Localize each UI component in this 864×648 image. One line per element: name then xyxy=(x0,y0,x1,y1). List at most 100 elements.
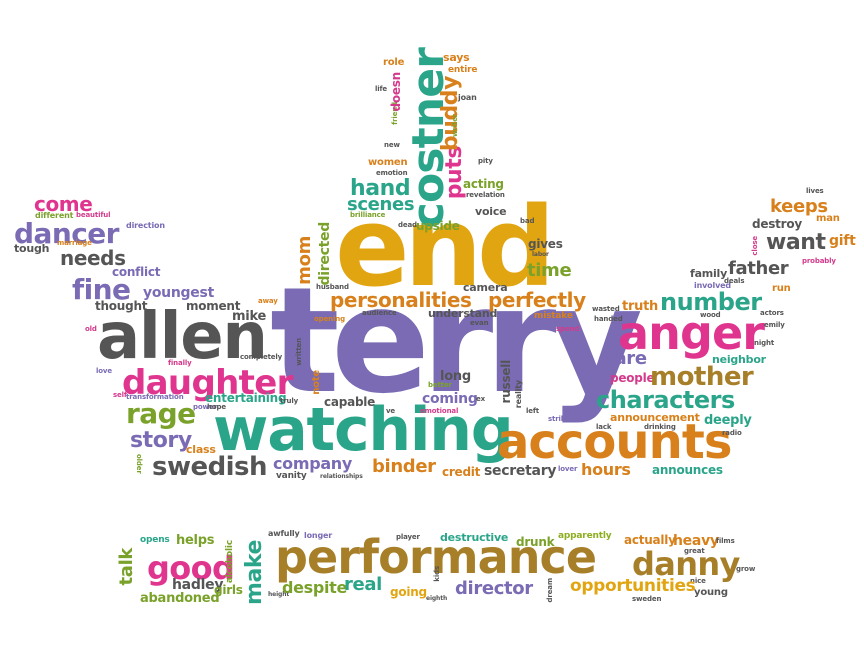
word-writer: writer xyxy=(451,114,459,138)
word-drinking: drinking xyxy=(644,423,676,431)
word-power: power xyxy=(193,403,217,411)
word-binder: binder xyxy=(372,456,436,477)
word-close: close xyxy=(751,236,759,256)
word-family: family xyxy=(690,267,728,280)
word-bad: bad xyxy=(520,217,535,225)
word-going: going xyxy=(390,585,427,599)
word-director: director xyxy=(455,578,533,599)
word-left: left xyxy=(526,407,539,415)
word-entire: entire xyxy=(448,65,478,75)
word-note: note xyxy=(311,370,322,395)
word-real: real xyxy=(344,574,382,595)
word-great: great xyxy=(684,547,705,555)
word-old: old xyxy=(85,325,97,333)
word-doesn: doesn xyxy=(389,72,403,112)
word-youngest: youngest xyxy=(143,285,214,301)
word-hand: hand xyxy=(350,176,411,201)
word-abandoned: abandoned xyxy=(140,591,220,606)
word-directed: directed xyxy=(317,222,333,286)
word-dream: dream xyxy=(546,578,554,603)
word-player: player xyxy=(396,533,420,541)
word-alcoholic: alcoholic xyxy=(225,540,235,584)
word-scenes: scenes xyxy=(347,194,415,215)
word-camera: camera xyxy=(463,281,508,294)
word-marriage: marriage xyxy=(57,239,92,247)
word-run: run xyxy=(772,283,791,294)
word-announces: announces xyxy=(652,463,723,477)
word-opening: opening xyxy=(314,315,345,323)
word-girls: girls xyxy=(214,583,243,597)
word-life: life xyxy=(375,85,388,93)
word-allen: allen xyxy=(97,300,268,374)
word-sweden: sweden xyxy=(632,595,662,603)
word-love: love xyxy=(96,367,112,375)
word-neighbor: neighbor xyxy=(712,353,766,366)
word-actually: actually xyxy=(624,533,676,547)
word-swedish: swedish xyxy=(152,452,268,482)
word-despite: despite xyxy=(282,578,348,597)
word-strikes: strikes xyxy=(548,415,574,423)
word-capable: capable xyxy=(324,395,376,409)
word-nice: nice xyxy=(690,577,706,585)
word-truly: truly xyxy=(280,397,299,405)
word-mike: mike xyxy=(232,309,267,324)
word-secretary: secretary xyxy=(484,463,557,479)
word-russell: russell xyxy=(499,360,513,404)
word-truth: truth xyxy=(622,299,659,314)
word-performance: performance xyxy=(275,530,597,584)
word-relationships: relationships xyxy=(320,473,363,480)
word-voice: voice xyxy=(475,205,507,218)
word-entertaining: entertaining xyxy=(205,391,287,405)
word-mother: mother xyxy=(650,362,754,392)
word-new: new xyxy=(384,141,400,149)
word-upside: upside xyxy=(416,219,460,233)
word-end: end xyxy=(335,183,556,311)
word-class: class xyxy=(186,443,216,456)
word-vanity: vanity xyxy=(276,471,307,481)
word-dead: dead xyxy=(398,221,417,229)
word-eighth: eighth xyxy=(426,595,448,602)
word-deeply: deeply xyxy=(704,413,752,428)
word-emotional: emotional xyxy=(420,407,459,415)
word-number: number xyxy=(660,288,762,316)
word-role: role xyxy=(383,57,405,68)
word-puts: puts xyxy=(442,146,467,200)
word-older: older xyxy=(135,454,143,474)
word-wood: wood xyxy=(700,311,721,319)
word-rare: rare xyxy=(606,348,647,369)
word-danny: danny xyxy=(632,545,740,583)
word-hope: hope xyxy=(207,403,226,411)
word-fine: fine xyxy=(72,273,131,306)
word-time: time xyxy=(527,260,572,281)
word-lover: lover xyxy=(558,465,578,473)
word-perfectly: perfectly xyxy=(488,288,586,312)
word-ve: ve xyxy=(386,407,396,415)
word-thought: thought xyxy=(95,299,148,313)
word-written: written xyxy=(295,338,303,366)
word-father: father xyxy=(728,258,789,279)
word-radio: radio xyxy=(722,429,742,437)
word-kids: kids xyxy=(433,566,441,582)
word-keeps: keeps xyxy=(770,196,828,217)
word-deals: deals xyxy=(724,277,745,285)
word-emotion: emotion xyxy=(376,169,408,177)
word-drunk: drunk xyxy=(516,535,555,549)
word-announcement: announcement xyxy=(610,411,700,424)
word-opens: opens xyxy=(140,535,170,545)
word-height: height xyxy=(268,591,290,598)
word-story: story xyxy=(130,428,192,453)
word-anger: anger xyxy=(618,306,765,360)
word-gives: gives xyxy=(528,237,563,251)
word-audience: audience xyxy=(362,309,397,317)
word-make: make xyxy=(242,540,267,605)
word-moment: moment xyxy=(186,299,241,313)
word-heavy: heavy xyxy=(673,533,719,549)
word-destructive: destructive xyxy=(440,531,509,544)
word-night: night xyxy=(754,339,775,347)
word-beautiful: beautiful xyxy=(76,211,111,219)
word-joan: joan xyxy=(458,93,477,102)
word-understand: understand xyxy=(428,307,498,320)
word-apparently: apparently xyxy=(558,531,612,541)
word-hours: hours xyxy=(581,460,631,479)
word-different: different xyxy=(35,211,74,220)
